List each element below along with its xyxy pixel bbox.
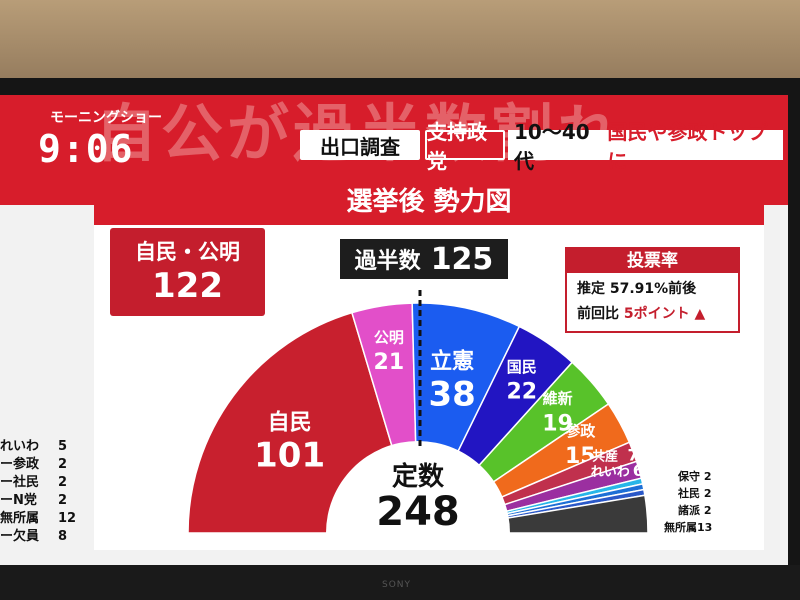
panel-title: 選挙後 勢力図 xyxy=(346,187,512,217)
clock: 9:06 xyxy=(38,127,134,171)
slice-name-4: 維新 xyxy=(543,390,573,408)
majority-label: 過半数 xyxy=(354,249,421,274)
list-item: ー参政 2 xyxy=(0,457,68,472)
coalition-total: 122 xyxy=(152,266,223,306)
arrow-up-icon: ▲ xyxy=(694,306,706,322)
slice-value-7: 6 xyxy=(633,461,644,480)
headline-accent: 国民や参政トップに xyxy=(607,120,768,173)
coalition-box: 自民・公明 122 xyxy=(110,228,265,316)
coalition-label: 自民・公明 xyxy=(135,240,240,264)
slice-value-6: 7 xyxy=(628,445,639,464)
slice-value-3: 22 xyxy=(506,380,537,405)
slice-value-2: 38 xyxy=(429,375,476,415)
list-item: 無所属 12 xyxy=(0,511,77,526)
list-item: ー社民 2 xyxy=(0,475,68,490)
headline-pre: 10〜40代 xyxy=(514,120,590,173)
slice-name-1: 公明 xyxy=(374,328,404,346)
majority-box: 過半数 125 xyxy=(340,239,508,279)
bezel-logo: SONY xyxy=(382,580,412,590)
turnout-box: 投票率 推定 57.91%前後 前回比 5ポイント ▲ xyxy=(565,247,740,333)
total-value: 248 xyxy=(376,489,460,535)
left-seat-list: れいわ 5 ー参政 2 ー社民 2 ーN党 2 無所属 12 ー欠員 8 xyxy=(0,435,80,544)
total-label: 定数 xyxy=(392,461,445,492)
tv-bezel-bottom xyxy=(0,565,800,600)
turnout-title: 投票率 xyxy=(567,249,738,273)
exit-poll-badge: 出口調査 xyxy=(300,130,420,160)
label-hoshu: 保守 2 xyxy=(678,470,712,483)
turnout-prev: 前回比 5ポイント ▲ xyxy=(567,303,738,323)
list-item: ー欠員 8 xyxy=(0,529,68,544)
slice-name-6: 共産 xyxy=(592,448,618,464)
turnout-prev-label: 前回比 xyxy=(577,306,619,322)
label-mushozoku: 無所属13 xyxy=(664,521,713,534)
majority-value: 125 xyxy=(430,241,494,277)
slice-value-0: 101 xyxy=(254,435,325,475)
list-item: ーN党 2 xyxy=(0,493,68,508)
slice-value-1: 21 xyxy=(374,350,405,375)
turnout-prev-value: 5ポイント xyxy=(623,306,690,322)
slice-name-5: 参政 xyxy=(565,422,596,440)
slice-name-2: 立憲 xyxy=(430,349,474,375)
label-shoha: 諸派 2 xyxy=(678,504,712,517)
slice-name-0: 自民 xyxy=(268,409,312,435)
turnout-estimate: 推定 57.91%前後 xyxy=(577,281,697,297)
show-name: モーニングショー xyxy=(50,110,162,126)
label-shamin: 社民 2 xyxy=(678,487,712,500)
chart-hub xyxy=(326,441,510,533)
list-item: れいわ 5 xyxy=(0,439,68,454)
tv-screen: 自公が過半数割れ モーニングショー 9:06 出口調査 支持政党 10〜40代 … xyxy=(0,95,788,565)
headline: 10〜40代 国民や参政トップに xyxy=(508,120,783,173)
slice-name-7: れいわ xyxy=(591,465,630,480)
slice-name-3: 国民 xyxy=(507,358,537,376)
